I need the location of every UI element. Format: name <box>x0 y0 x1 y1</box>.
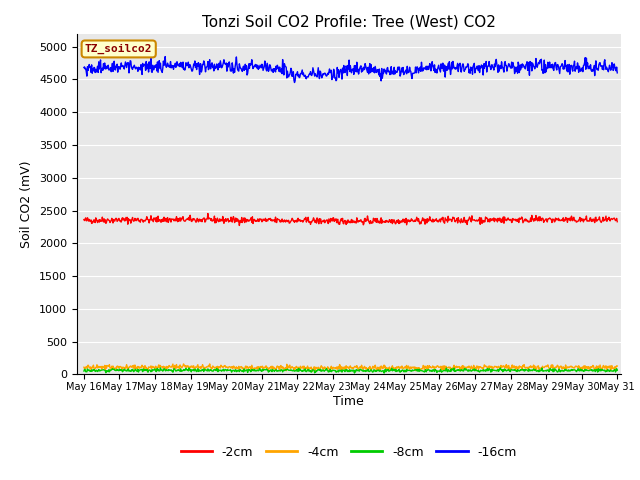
Legend: -2cm, -4cm, -8cm, -16cm: -2cm, -4cm, -8cm, -16cm <box>175 441 522 464</box>
Y-axis label: Soil CO2 (mV): Soil CO2 (mV) <box>20 160 33 248</box>
X-axis label: Time: Time <box>333 395 364 408</box>
Title: Tonzi Soil CO2 Profile: Tree (West) CO2: Tonzi Soil CO2 Profile: Tree (West) CO2 <box>202 15 496 30</box>
Text: TZ_soilco2: TZ_soilco2 <box>85 44 152 54</box>
